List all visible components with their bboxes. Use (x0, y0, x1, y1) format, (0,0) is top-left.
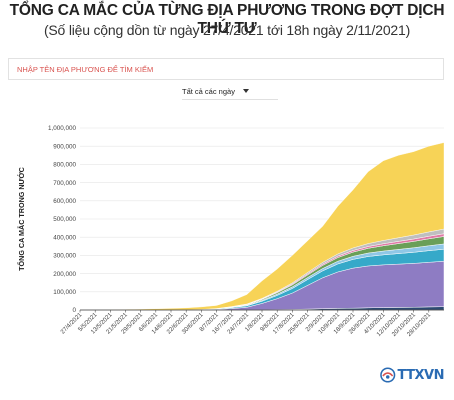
series-area (80, 260, 445, 311)
x-tick-label: 14/6/2021 (150, 311, 175, 336)
x-tick-label: 17/8/2021 (272, 311, 297, 336)
series-area-other (79, 142, 445, 311)
x-tick-label: 5/5/2021 (77, 311, 99, 333)
y-tick-label: 200,000 (53, 271, 76, 278)
x-tick-label: 29/5/2021 (120, 311, 145, 336)
y-tick-label: 800,000 (53, 162, 76, 169)
x-tick-label: 10/9/2021 (317, 311, 342, 336)
y-tick-label: 600,000 (53, 198, 76, 205)
x-tick-label: 21/5/2021 (105, 311, 130, 336)
y-tick-label: 300,000 (53, 253, 76, 260)
date-filter-select[interactable]: Tất cả các ngày (182, 83, 278, 99)
y-tick-label: 0 (72, 307, 76, 314)
x-tick-label: 20/10/2021 (391, 311, 418, 338)
x-tick-label: 12/10/2021 (375, 311, 402, 338)
ttxvn-logo: TTXVN (380, 366, 444, 384)
x-tick-label: 18/9/2021 (332, 311, 357, 336)
x-tick-label: 6/6/2021 (138, 311, 160, 333)
series-area (80, 248, 445, 311)
caret-down-icon (242, 89, 249, 93)
y-tick-label: 1,000,000 (48, 125, 77, 132)
x-tick-label: 9/8/2021 (259, 311, 281, 333)
series-area (80, 233, 445, 311)
x-tick-label: 24/7/2021 (226, 311, 251, 336)
area-layer (79, 142, 445, 311)
y-tick-label: 500,000 (53, 216, 76, 223)
x-tick-label: 4/10/2021 (363, 311, 388, 336)
y-tick-label: 900,000 (53, 143, 76, 150)
ttxvn-logo-mark-icon (380, 367, 396, 383)
x-tick-label: 25/8/2021 (287, 311, 312, 336)
chart-subtitle: (Số liệu cộng dồn từ ngày 27/4/2021 tới … (43, 22, 411, 38)
series-area (80, 228, 445, 311)
x-tick-label: 1/8/2021 (244, 311, 266, 333)
x-tick-label: 27/4/2021 (59, 311, 84, 336)
search-box (8, 58, 445, 80)
select-underline (182, 99, 278, 100)
search-input[interactable] (9, 59, 445, 80)
x-tick-label: 28/10/2021 (406, 311, 433, 338)
chart-title: TỔNG CA MẮC CỦA TỪNG ĐỊA PHƯƠNG TRONG ĐỢ… (9, 2, 445, 37)
x-tick-label: 13/5/2021 (90, 311, 115, 336)
x-tick-label: 2/9/2021 (304, 311, 326, 333)
x-tick-label: 30/6/2021 (181, 311, 206, 336)
x-tick-label: 22/6/2021 (165, 311, 190, 336)
grid-layer (80, 127, 444, 311)
ttxvn-logo-text: TTXVN (397, 367, 445, 383)
date-filter-label: Tất cả các ngày (182, 86, 235, 96)
x-tick-label: 16/7/2021 (211, 311, 236, 336)
axis-layer: 0 100,000 200,000 300,000 400,000 500,000 600,… (17, 125, 444, 338)
y-tick-label: 400,000 (53, 234, 76, 241)
y-axis-title: TỔNG CA MẮC TRONG NƯỚC (17, 167, 26, 271)
series-area (80, 243, 445, 311)
y-tick-label: 100,000 (53, 289, 76, 296)
x-tick-label: 8/7/2021 (198, 311, 220, 333)
series-area (80, 236, 445, 311)
y-tick-label: 700,000 (53, 180, 76, 187)
series-area (80, 306, 445, 311)
x-tick-label: 26/9/2021 (347, 311, 372, 336)
